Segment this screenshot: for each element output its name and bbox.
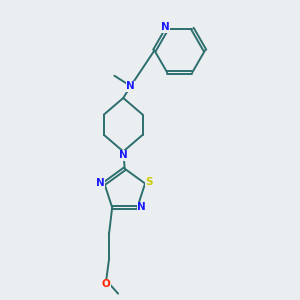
Text: S: S bbox=[145, 177, 153, 187]
Text: N: N bbox=[137, 202, 146, 212]
Text: O: O bbox=[102, 279, 111, 289]
Text: N: N bbox=[126, 81, 135, 91]
Text: N: N bbox=[161, 22, 170, 32]
Text: N: N bbox=[119, 150, 128, 160]
Text: N: N bbox=[96, 178, 104, 188]
